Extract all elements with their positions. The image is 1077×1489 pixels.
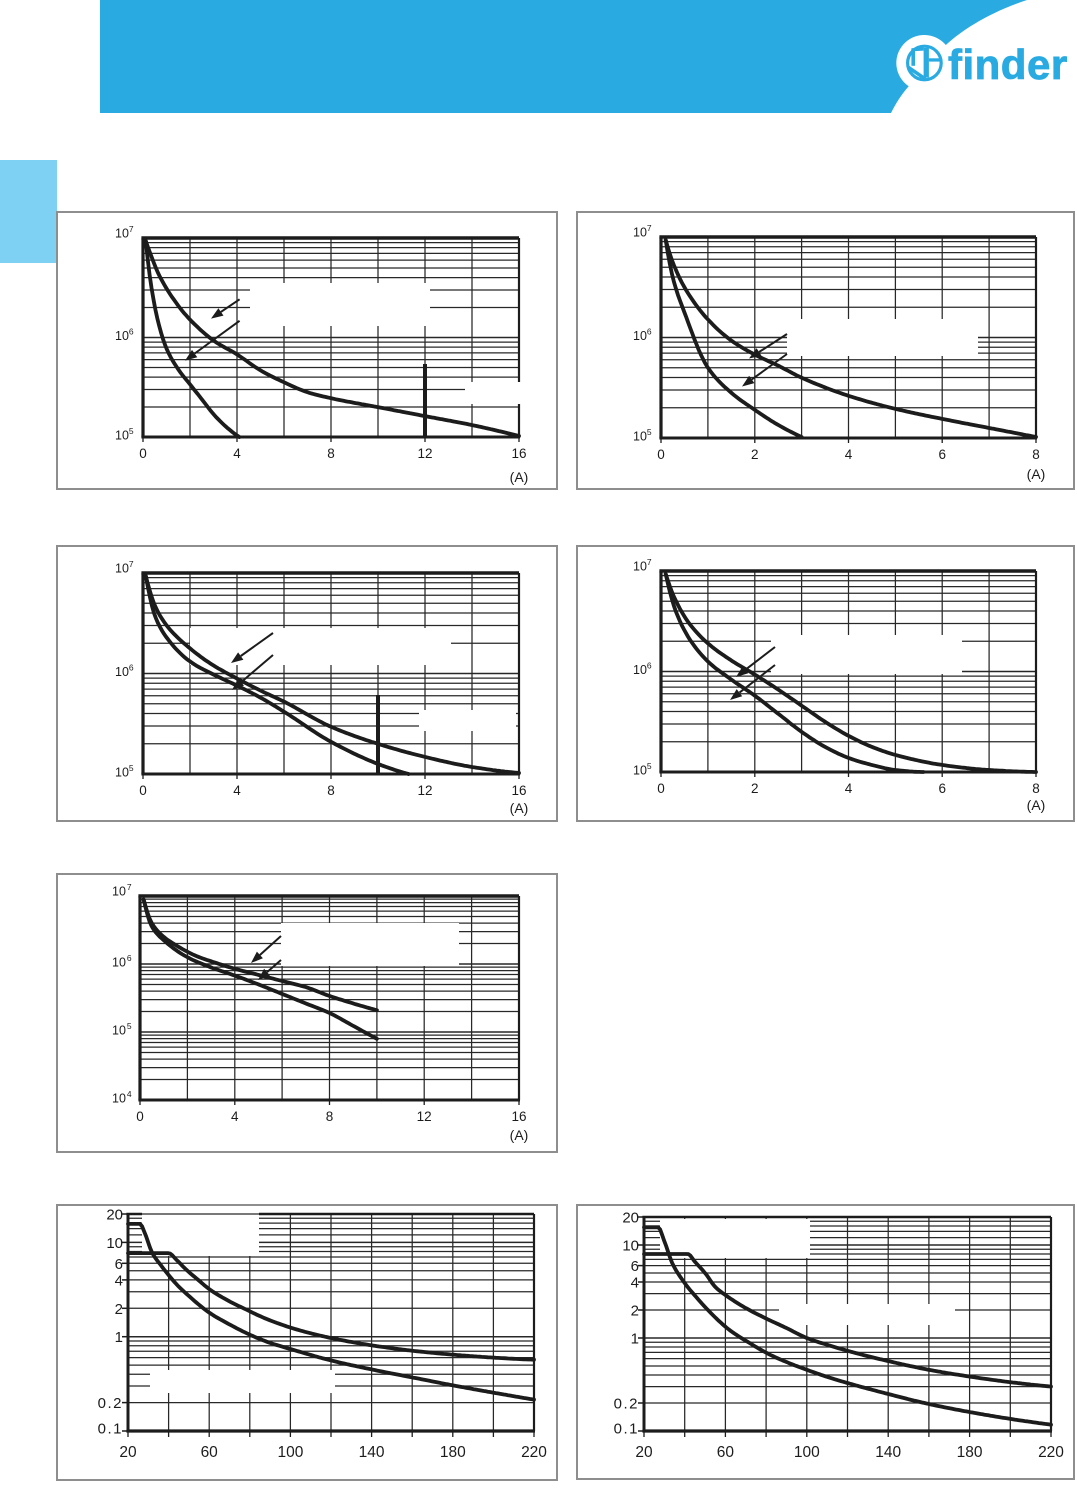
svg-text:(A): (A) xyxy=(1027,466,1046,482)
svg-text:1: 1 xyxy=(115,1329,123,1346)
svg-text:8: 8 xyxy=(1032,781,1040,796)
svg-text:8: 8 xyxy=(1032,447,1040,462)
svg-text:20: 20 xyxy=(635,1444,653,1461)
svg-text:60: 60 xyxy=(201,1444,219,1461)
svg-text:(A): (A) xyxy=(510,1127,529,1143)
svg-text:140: 140 xyxy=(875,1444,901,1461)
svg-text:0: 0 xyxy=(139,446,147,461)
svg-text:0.1: 0.1 xyxy=(98,1421,123,1438)
svg-text:4: 4 xyxy=(845,447,853,462)
svg-text:6: 6 xyxy=(938,447,946,462)
svg-text:(A): (A) xyxy=(510,800,529,816)
svg-text:16: 16 xyxy=(511,783,526,798)
svg-text:(A): (A) xyxy=(510,469,529,485)
svg-text:4: 4 xyxy=(233,783,241,798)
svg-text:4: 4 xyxy=(115,1272,123,1289)
svg-text:20: 20 xyxy=(119,1444,137,1461)
svg-text:2: 2 xyxy=(751,447,759,462)
svg-text:12: 12 xyxy=(417,783,432,798)
svg-text:180: 180 xyxy=(957,1444,983,1461)
svg-text:0: 0 xyxy=(136,1109,144,1124)
svg-text:16: 16 xyxy=(511,1109,526,1124)
svg-text:100: 100 xyxy=(794,1444,820,1461)
svg-text:20: 20 xyxy=(622,1210,639,1227)
svg-text:6: 6 xyxy=(631,1258,639,1275)
svg-text:0: 0 xyxy=(139,783,147,798)
svg-text:finder: finder xyxy=(948,41,1068,88)
svg-text:(A): (A) xyxy=(1027,797,1046,813)
svg-text:16: 16 xyxy=(511,446,526,461)
svg-text:8: 8 xyxy=(326,1109,334,1124)
svg-text:0.1: 0.1 xyxy=(614,1421,639,1438)
svg-text:6: 6 xyxy=(115,1256,123,1273)
svg-text:10: 10 xyxy=(622,1238,639,1255)
svg-text:4: 4 xyxy=(233,446,241,461)
svg-text:12: 12 xyxy=(417,446,432,461)
svg-text:20: 20 xyxy=(106,1207,123,1224)
svg-text:4: 4 xyxy=(845,781,853,796)
svg-text:10: 10 xyxy=(106,1235,123,1252)
svg-text:2: 2 xyxy=(751,781,759,796)
svg-text:220: 220 xyxy=(521,1444,547,1461)
svg-text:6: 6 xyxy=(938,781,946,796)
svg-text:1: 1 xyxy=(631,1331,639,1348)
svg-text:8: 8 xyxy=(327,446,335,461)
svg-text:8: 8 xyxy=(327,783,335,798)
svg-text:2: 2 xyxy=(631,1303,639,1320)
svg-text:100: 100 xyxy=(277,1444,303,1461)
svg-text:60: 60 xyxy=(717,1444,735,1461)
svg-text:0.2: 0.2 xyxy=(98,1395,123,1412)
svg-text:4: 4 xyxy=(631,1275,639,1292)
svg-text:12: 12 xyxy=(417,1109,432,1124)
svg-text:4: 4 xyxy=(231,1109,239,1124)
svg-text:140: 140 xyxy=(359,1444,385,1461)
svg-text:180: 180 xyxy=(440,1444,466,1461)
svg-text:220: 220 xyxy=(1038,1444,1064,1461)
svg-text:2: 2 xyxy=(115,1301,123,1318)
svg-text:0.2: 0.2 xyxy=(614,1396,639,1413)
svg-text:0: 0 xyxy=(657,781,665,796)
svg-text:0: 0 xyxy=(657,447,665,462)
